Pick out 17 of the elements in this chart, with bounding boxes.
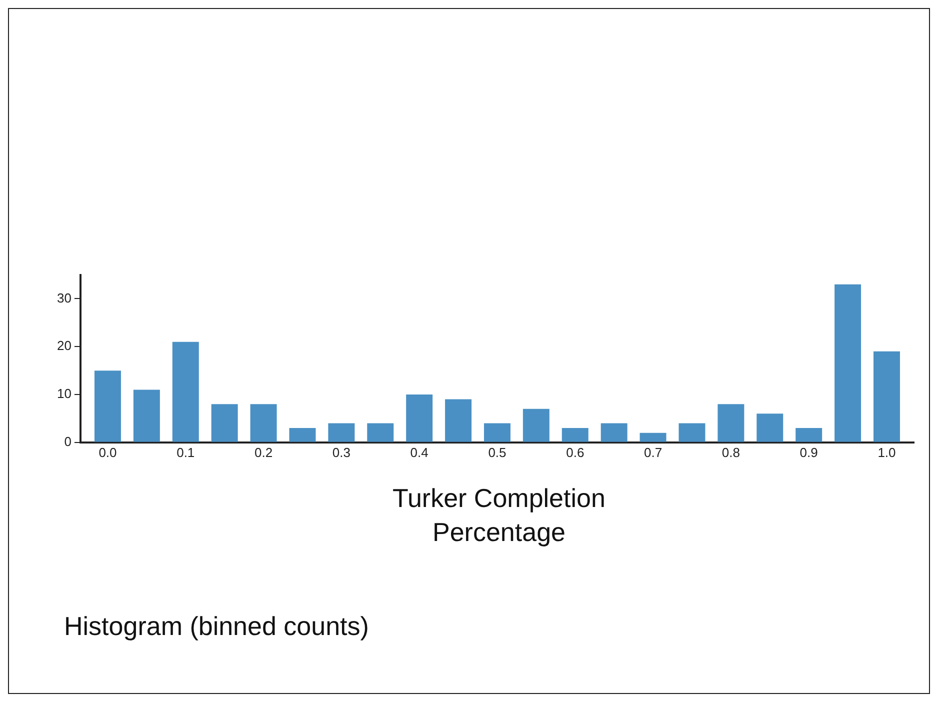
y-tick-label: 0 [64, 434, 72, 449]
x-tick-label: 0.0 [98, 444, 117, 460]
x-axis-title: Turker Completion Percentage [392, 482, 606, 549]
x-tick-label: 0.8 [722, 444, 740, 460]
x-tick-label: 0.6 [566, 444, 584, 460]
y-tick-label: 10 [56, 386, 72, 402]
x-tick-label: 0.9 [800, 444, 818, 460]
x-tick-label: 1.0 [878, 444, 896, 460]
x-tick-label: 0.2 [254, 444, 273, 460]
y-tick-label: 30 [56, 290, 72, 306]
text: Histogram (binned counts) [64, 611, 369, 642]
x-tick-label: 0.1 [176, 444, 195, 460]
x-tick-label: 0.5 [488, 444, 506, 460]
x-tick-label: 0.4 [410, 444, 428, 460]
x-tick-label: 0.3 [332, 444, 350, 460]
y-tick-label: 20 [56, 338, 72, 354]
x-tick-label: 0.7 [644, 444, 662, 460]
